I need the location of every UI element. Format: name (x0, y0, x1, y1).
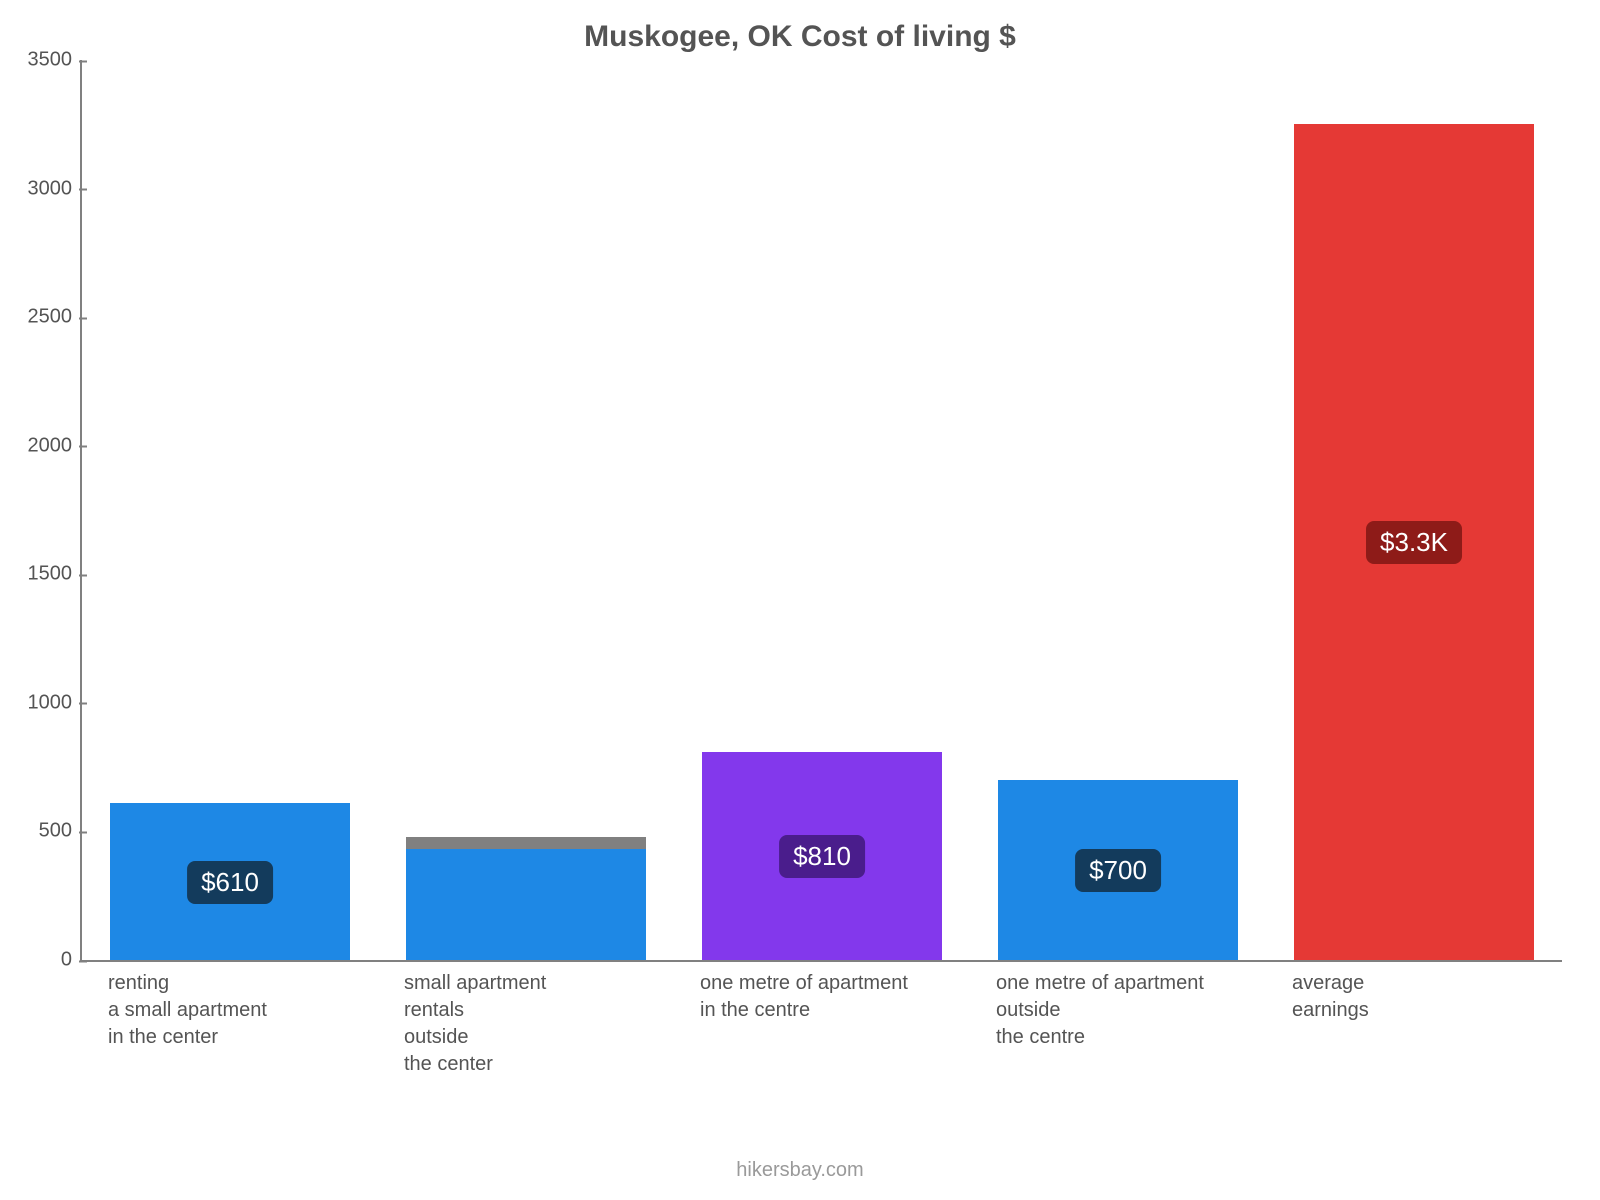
bar: $3.3K (1294, 124, 1534, 960)
bar: $810 (702, 752, 942, 960)
x-label: renting a small apartment in the center (108, 970, 388, 1051)
bar (406, 849, 646, 960)
y-tick: 1500 (12, 563, 72, 586)
y-tick: 0 (12, 949, 72, 972)
bars-container: $610$480$810$700$3.3K (82, 60, 1562, 960)
attribution: hikersbay.com (0, 1159, 1600, 1182)
y-tick: 2500 (12, 306, 72, 329)
y-tick: 1000 (12, 691, 72, 714)
cost-of-living-chart: Muskogee, OK Cost of living $ $610$480$8… (0, 0, 1600, 1200)
y-tick: 2000 (12, 434, 72, 457)
x-label: one metre of apartment outside the centr… (996, 970, 1276, 1051)
x-label: small apartment rentals outside the cent… (404, 970, 684, 1078)
y-tick: 3000 (12, 177, 72, 200)
bar: $700 (998, 780, 1238, 960)
x-label: one metre of apartment in the centre (700, 970, 980, 1024)
y-tick: 3500 (12, 49, 72, 72)
value-badge: $610 (187, 861, 273, 904)
bar: $610 (110, 803, 350, 960)
value-badge: $810 (779, 835, 865, 878)
value-badge: $3.3K (1366, 521, 1462, 564)
plot-area: $610$480$810$700$3.3K 050010001500200025… (80, 60, 1562, 962)
y-tick: 500 (12, 820, 72, 843)
chart-title: Muskogee, OK Cost of living $ (0, 20, 1600, 54)
x-label: average earnings (1292, 970, 1572, 1024)
value-badge: $700 (1075, 849, 1161, 892)
